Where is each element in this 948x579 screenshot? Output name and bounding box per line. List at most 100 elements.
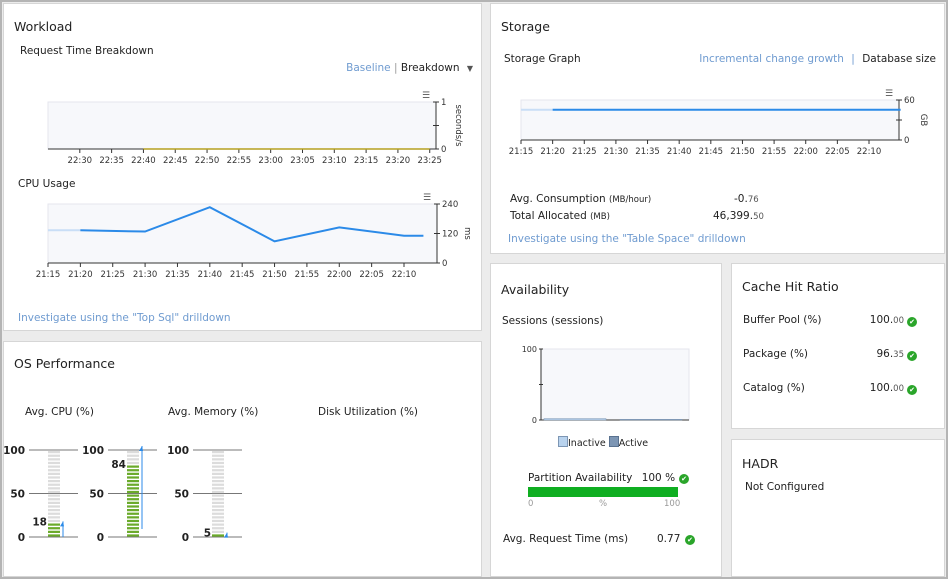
gauge-segment	[127, 523, 139, 526]
gauge-segment	[48, 461, 60, 465]
gauge-segment	[48, 501, 60, 504]
x-tick-label: 22:00	[327, 270, 352, 280]
gauge-label-cpu: Avg. CPU (%)	[25, 406, 94, 418]
x-tick-label: 22:00	[793, 147, 818, 157]
gauge-segment	[48, 487, 60, 490]
gauge-scale-label: 0	[97, 532, 104, 544]
x-tick-label: 22:45	[163, 156, 188, 166]
gauge-segment	[212, 527, 224, 530]
x-tick-label: 21:20	[68, 270, 93, 280]
chart-menu-icon[interactable]: ☰	[422, 91, 430, 101]
x-tick-label: 22:35	[99, 156, 124, 166]
gauge-scale-label: 0	[182, 532, 189, 544]
gauge-segment	[212, 501, 224, 504]
chart-menu-icon[interactable]: ☰	[885, 89, 893, 99]
gauge-segment	[127, 461, 139, 465]
gauge-segment	[127, 512, 139, 515]
gauge-segment	[212, 509, 224, 512]
gauge-segment	[212, 516, 224, 519]
legend-inactive: Inactive	[568, 438, 606, 449]
partition-availability-row: Partition Availability 100 % ✔	[528, 472, 690, 484]
gauge-segment	[127, 494, 139, 497]
baseline-link[interactable]: Baseline	[346, 62, 391, 74]
gauge-segment	[48, 509, 60, 512]
gauge-segment	[48, 469, 60, 472]
gauge-segment	[212, 472, 224, 475]
x-tick-label: 21:55	[762, 147, 787, 157]
sessions-title: Sessions (sessions)	[502, 315, 604, 327]
check-icon: ✔	[685, 535, 695, 545]
avg-request-time-value: 0.77	[657, 533, 681, 545]
x-tick-label: 23:00	[258, 156, 283, 166]
gauge-segment	[127, 501, 139, 504]
arrow-up-icon	[139, 446, 143, 451]
bar-inactive	[543, 418, 607, 421]
gauge-segment	[48, 505, 60, 508]
gauge-segment	[212, 494, 224, 497]
separator: |	[394, 62, 398, 74]
y-tick-label: 0	[532, 416, 537, 425]
check-icon: ✔	[907, 317, 917, 327]
hadr-panel: HADR Not Configured	[731, 439, 945, 577]
x-tick-label: 22:05	[359, 270, 384, 280]
gauge-segment	[212, 512, 224, 515]
y-tick-label: 1	[441, 98, 446, 108]
cache-item-label: Package (%)	[743, 348, 809, 360]
gauge-scale-label: 100	[167, 445, 189, 457]
x-tick-label: 21:35	[165, 270, 190, 280]
gauge-segment	[48, 483, 60, 486]
gauge-segment	[127, 465, 139, 468]
table-space-drilldown-link[interactable]: Investigate using the "Table Space" dril…	[508, 233, 746, 245]
x-tick-label: 21:50	[730, 147, 755, 157]
top-sql-drilldown-link[interactable]: Investigate using the "Top Sql" drilldow…	[18, 312, 231, 324]
gauge-segment	[48, 451, 60, 454]
gauge-segment	[48, 465, 60, 468]
sessions-legend: Inactive Active	[558, 436, 648, 449]
plot-area	[47, 101, 437, 150]
gauge-segment	[212, 454, 224, 457]
x-tick-label: 21:15	[509, 147, 534, 157]
plot-area	[520, 99, 900, 141]
gauge-segment	[127, 476, 139, 479]
check-icon: ✔	[679, 474, 690, 484]
chart-menu-icon[interactable]: ☰	[423, 193, 431, 203]
x-tick-label: 21:20	[540, 147, 565, 157]
gauge-segment	[127, 490, 139, 494]
gauge-segment	[48, 454, 60, 457]
gauge-scale-label: 50	[89, 489, 104, 501]
breakdown-dropdown[interactable]: Breakdown	[400, 62, 460, 74]
gauge-label-disk: Disk Utilization (%)	[318, 406, 419, 418]
workload-title: Workload	[14, 19, 73, 34]
total-allocated-value: 46,399.50	[713, 210, 764, 222]
x-tick-label: 22:55	[227, 156, 252, 166]
database-size-link[interactable]: Database size	[862, 53, 936, 65]
cache-item-value: 96.35	[876, 348, 904, 360]
gauge-scale-label: 100	[82, 445, 104, 457]
x-tick-label: 21:40	[667, 147, 692, 157]
x-tick-label: 21:25	[572, 147, 597, 157]
os-performance-panel: OS Performance Avg. CPU (%) Avg. Memory …	[3, 341, 482, 577]
storage-chart: 21:15 21:20 21:25 21:30 21:35 21:40 21:45 21:50…	[509, 89, 928, 157]
availability-panel: Availability Sessions (sessions) 0 100 In…	[490, 263, 722, 577]
partition-availability-value: 100 %	[641, 472, 676, 484]
partition-availability-label: Partition Availability	[528, 472, 633, 484]
x-tick-label: 21:55	[295, 270, 320, 280]
x-tick-label: 23:10	[322, 156, 347, 166]
gauge-segment	[127, 480, 139, 483]
gauge-segment	[127, 530, 139, 533]
os-performance-title: OS Performance	[14, 356, 115, 371]
gauge-segment	[48, 519, 60, 523]
partition-availability-bar	[528, 487, 678, 497]
incremental-change-link[interactable]: Incremental change growth	[699, 53, 844, 65]
gauge-segment	[212, 480, 224, 483]
gauge-scale-label: 50	[10, 489, 25, 501]
gauge-segment	[212, 461, 224, 465]
separator: |	[851, 53, 855, 65]
gauge-segment	[127, 454, 139, 457]
bar-active	[619, 419, 683, 421]
y-tick-label: 100	[522, 345, 537, 354]
partition-axis-min: 0	[528, 499, 534, 509]
chevron-down-icon[interactable]: ▼	[466, 64, 473, 73]
gauge-segment	[127, 472, 139, 475]
cache-item-value: 100.00	[869, 314, 904, 326]
